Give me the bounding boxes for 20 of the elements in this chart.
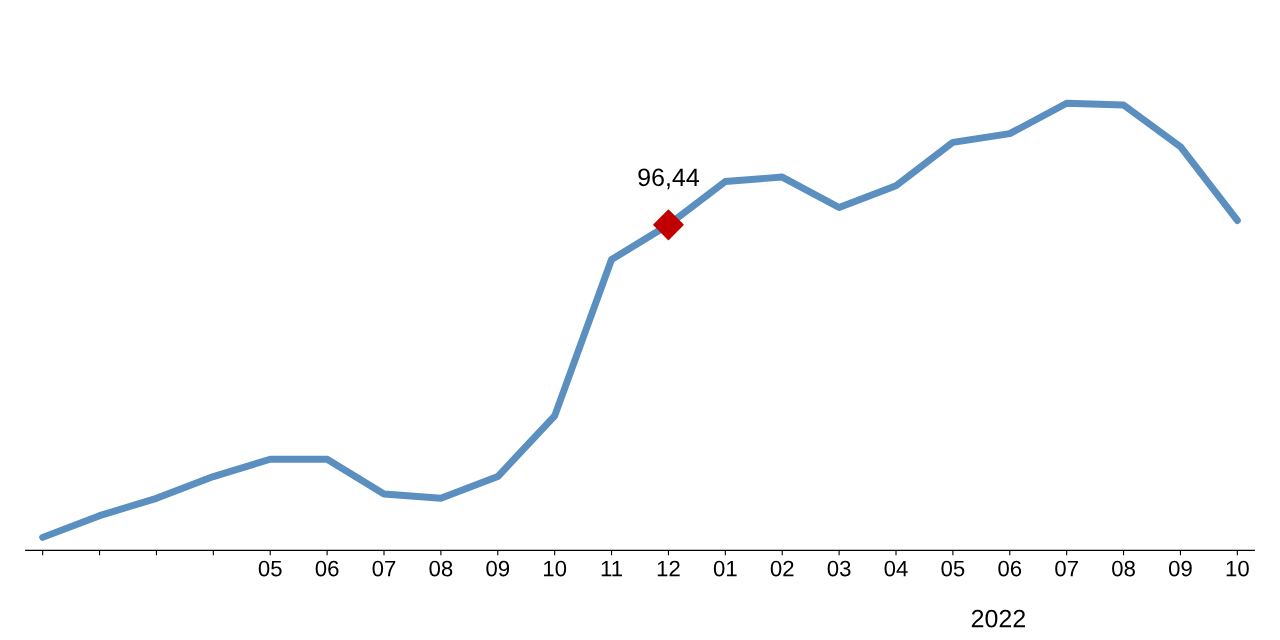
x-tick-label: 05	[941, 560, 965, 577]
x-tick-label: 06	[315, 560, 339, 577]
x-tick-label: 11	[601, 560, 623, 577]
x-tick-label: 08	[1112, 560, 1135, 577]
x-tick-label: 09	[486, 560, 510, 577]
x-tick-label: 10	[1226, 560, 1249, 577]
x-tick-label: 04	[884, 560, 908, 577]
x-tick-label: 12	[657, 560, 680, 577]
x-tick-label: 02	[770, 560, 794, 577]
text: 2022	[971, 609, 1025, 628]
x-tick-label: 08	[429, 560, 453, 577]
x-tick-label: 09	[1168, 560, 1192, 577]
x-tick-label: 06	[998, 560, 1022, 577]
x-tick-label: 03	[827, 560, 851, 577]
annotation: 96,44	[638, 168, 699, 190]
x-tick-label: 10	[544, 560, 567, 577]
x-tick-label: 07	[1055, 560, 1078, 577]
x-tick-label: 01	[713, 560, 737, 577]
x-tick-label: 05	[258, 560, 282, 577]
x-tick-label: 07	[372, 560, 396, 577]
